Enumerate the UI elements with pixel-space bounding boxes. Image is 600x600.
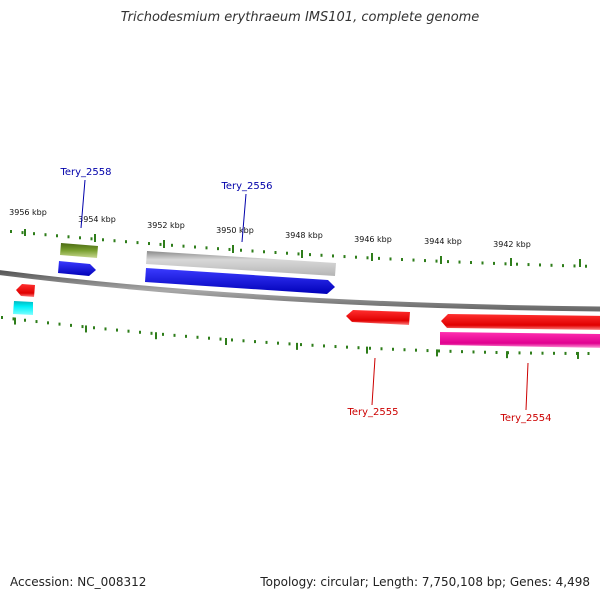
inner-tick-marks (1, 316, 590, 359)
accession-text: Accession: NC_008312 (10, 575, 147, 589)
callout-line-tery-2556 (241, 193, 247, 243)
callout-line-tery-2558 (80, 179, 86, 229)
gene-tery-2554-arrow[interactable] (441, 314, 600, 330)
callout-line-tery-2554 (525, 362, 529, 411)
callout-line-tery-2555 (371, 357, 376, 406)
gene-tery-2556-arrow[interactable] (145, 268, 335, 294)
tick-label-3956: 3956 kbp (9, 208, 47, 217)
gene-olive[interactable] (60, 243, 98, 258)
gene-cyan-small[interactable] (13, 301, 33, 315)
tick-label-3952: 3952 kbp (147, 221, 185, 230)
gene-label-tery-2558[interactable]: Tery_2558 (59, 167, 111, 178)
outer-tick-marks (10, 230, 587, 268)
gene-label-tery-2556[interactable]: Tery_2556 (220, 181, 272, 192)
gene-tery-2558-arrow[interactable] (58, 261, 96, 276)
genome-backbone (0, 270, 600, 312)
gene-magenta[interactable] (440, 332, 600, 348)
tick-label-3944: 3944 kbp (424, 237, 462, 246)
genome-summary-text: Topology: circular; Length: 7,750,108 bp… (260, 575, 590, 589)
gene-red-small[interactable] (16, 284, 35, 297)
tick-label-3942: 3942 kbp (493, 240, 531, 249)
tick-label-3946: 3946 kbp (354, 235, 392, 244)
gene-gray[interactable] (146, 251, 336, 276)
gene-label-tery-2554[interactable]: Tery_2554 (499, 413, 551, 424)
tick-label-3950: 3950 kbp (216, 226, 254, 235)
gene-tery-2555-arrow[interactable] (346, 310, 410, 325)
tick-label-3954: 3954 kbp (78, 215, 116, 224)
gene-label-tery-2555[interactable]: Tery_2555 (346, 407, 398, 418)
tick-label-3948: 3948 kbp (285, 231, 323, 240)
genome-title: Trichodesmium erythraeum IMS101, complet… (120, 10, 480, 25)
